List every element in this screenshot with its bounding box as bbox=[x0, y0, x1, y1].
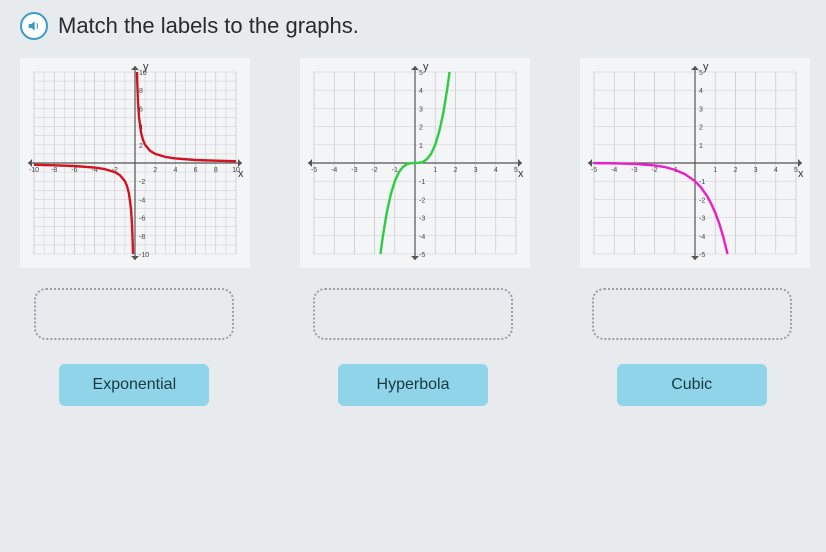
audio-button[interactable] bbox=[20, 12, 48, 40]
svg-text:-4: -4 bbox=[419, 234, 425, 241]
svg-text:x: x bbox=[798, 168, 804, 180]
svg-text:y: y bbox=[703, 61, 709, 73]
label-hyperbola[interactable]: Hyperbola bbox=[338, 364, 488, 406]
drop-zone-3[interactable] bbox=[592, 288, 792, 340]
svg-text:-2: -2 bbox=[651, 167, 657, 174]
graphs-row: -10-8-6-4-2246810-10-8-6-4-2246810yx -5-… bbox=[20, 58, 806, 268]
svg-text:4: 4 bbox=[494, 167, 498, 174]
svg-text:x: x bbox=[518, 168, 524, 180]
drop-zones-row bbox=[20, 288, 806, 340]
svg-text:-4: -4 bbox=[139, 197, 145, 204]
svg-text:2: 2 bbox=[733, 167, 737, 174]
svg-text:-4: -4 bbox=[331, 167, 337, 174]
svg-text:8: 8 bbox=[214, 167, 218, 174]
svg-text:3: 3 bbox=[419, 106, 423, 113]
speaker-icon bbox=[26, 18, 42, 34]
svg-text:-1: -1 bbox=[419, 179, 425, 186]
svg-text:3: 3 bbox=[754, 167, 758, 174]
svg-text:-3: -3 bbox=[631, 167, 637, 174]
svg-text:4: 4 bbox=[774, 167, 778, 174]
svg-text:-6: -6 bbox=[71, 167, 77, 174]
svg-text:-2: -2 bbox=[139, 179, 145, 186]
svg-text:-6: -6 bbox=[139, 216, 145, 223]
svg-text:-8: -8 bbox=[51, 167, 57, 174]
svg-text:-5: -5 bbox=[311, 167, 317, 174]
svg-text:-4: -4 bbox=[611, 167, 617, 174]
svg-text:-2: -2 bbox=[419, 197, 425, 204]
svg-text:3: 3 bbox=[699, 106, 703, 113]
svg-text:-8: -8 bbox=[139, 234, 145, 241]
svg-text:8: 8 bbox=[139, 88, 143, 95]
svg-text:y: y bbox=[143, 61, 149, 73]
svg-text:1: 1 bbox=[699, 143, 703, 150]
svg-text:4: 4 bbox=[419, 88, 423, 95]
svg-text:-1: -1 bbox=[392, 167, 398, 174]
label-cubic[interactable]: Cubic bbox=[617, 364, 767, 406]
svg-text:2: 2 bbox=[419, 125, 423, 132]
graph-2: -5-4-3-2-112345-5-4-3-2-112345yx bbox=[300, 58, 530, 268]
labels-row: Exponential Hyperbola Cubic bbox=[20, 364, 806, 406]
drop-zone-2[interactable] bbox=[313, 288, 513, 340]
svg-text:-2: -2 bbox=[699, 197, 705, 204]
svg-text:4: 4 bbox=[173, 167, 177, 174]
svg-text:1: 1 bbox=[713, 167, 717, 174]
graph-1: -10-8-6-4-2246810-10-8-6-4-2246810yx bbox=[20, 58, 250, 268]
svg-text:4: 4 bbox=[699, 88, 703, 95]
svg-text:x: x bbox=[238, 168, 244, 180]
svg-text:-2: -2 bbox=[371, 167, 377, 174]
instruction-text: Match the labels to the graphs. bbox=[58, 13, 359, 39]
svg-text:2: 2 bbox=[139, 143, 143, 150]
svg-text:-5: -5 bbox=[591, 167, 597, 174]
svg-text:-10: -10 bbox=[29, 167, 39, 174]
svg-text:-4: -4 bbox=[699, 234, 705, 241]
svg-text:2: 2 bbox=[153, 167, 157, 174]
svg-text:1: 1 bbox=[433, 167, 437, 174]
svg-text:-3: -3 bbox=[699, 216, 705, 223]
svg-text:1: 1 bbox=[419, 143, 423, 150]
svg-text:-5: -5 bbox=[699, 252, 705, 259]
svg-text:-3: -3 bbox=[351, 167, 357, 174]
graph-3: -5-4-3-2-112345-5-4-3-2-112345yx bbox=[580, 58, 810, 268]
svg-text:3: 3 bbox=[474, 167, 478, 174]
svg-text:2: 2 bbox=[453, 167, 457, 174]
svg-text:-5: -5 bbox=[419, 252, 425, 259]
svg-text:y: y bbox=[423, 61, 429, 73]
drop-zone-1[interactable] bbox=[34, 288, 234, 340]
svg-text:-10: -10 bbox=[139, 252, 149, 259]
svg-text:-3: -3 bbox=[419, 216, 425, 223]
svg-text:6: 6 bbox=[194, 167, 198, 174]
label-exponential[interactable]: Exponential bbox=[59, 364, 209, 406]
svg-text:2: 2 bbox=[699, 125, 703, 132]
